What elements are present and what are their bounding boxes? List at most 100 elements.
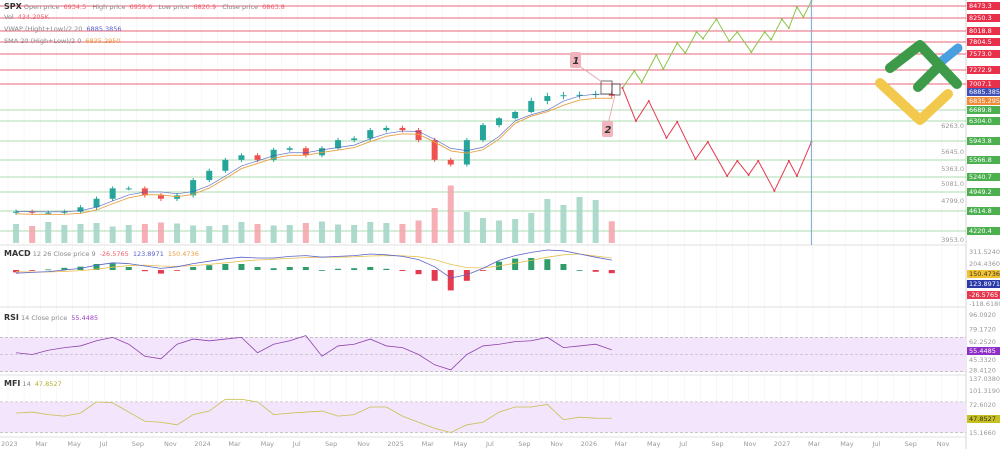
vwap-price-label: 6885.3856	[969, 88, 1000, 96]
x-axis-tick: Sep	[132, 440, 144, 448]
mfi-params: 14	[22, 380, 31, 388]
projection-point	[787, 159, 790, 162]
x-axis-tick: Jul	[678, 440, 687, 448]
mfi-axis-tick: 15.1660	[969, 429, 996, 437]
open-value: 6934.5	[63, 3, 87, 11]
price-axis-tick: 5645.0	[941, 148, 964, 156]
volume-bar	[29, 226, 36, 243]
volume-bar	[496, 220, 503, 243]
annotation-connector	[607, 94, 616, 125]
projection-point	[706, 140, 709, 143]
price-level-label-bg	[967, 156, 1000, 164]
vwap-value: 6885.3856	[86, 25, 122, 33]
projection-point	[736, 30, 739, 33]
mfi-band	[0, 401, 966, 433]
volume-bar	[13, 224, 20, 243]
x-axis-tick: Sep	[905, 440, 917, 448]
projection-point	[684, 52, 687, 55]
volume-bar	[512, 219, 519, 243]
volume-bar	[77, 224, 84, 243]
price-level-label-bg	[967, 106, 1000, 114]
projection-point	[795, 174, 798, 177]
price-level-label-bg	[967, 50, 1000, 58]
x-axis-tick: 2023	[1, 440, 18, 448]
macd-histogram-bar	[431, 270, 438, 281]
mfi-value-label: 47.8527	[969, 415, 996, 423]
macd-hist-value: -26.5765	[99, 250, 129, 258]
candle-body	[206, 170, 213, 181]
macd-histogram-bar	[141, 270, 148, 272]
macd-line	[16, 249, 612, 279]
macd-signal-value: 150.4736	[167, 250, 199, 258]
volume-bar	[528, 213, 535, 243]
candle-body	[254, 155, 261, 160]
macd-axis-tick: -118.6180	[969, 300, 1000, 308]
price-level-label: 6304.0	[969, 117, 992, 125]
rsi-axis-tick: 79.1720	[969, 326, 996, 334]
projection-point	[747, 173, 750, 176]
mfi-line	[16, 398, 612, 433]
vwap-line	[16, 93, 612, 213]
price-level-label-bg	[967, 80, 1000, 88]
mfi-axis-tick: 137.0380	[969, 375, 1000, 383]
price-level-label: 4614.8	[969, 207, 992, 215]
volume-bar	[45, 222, 52, 243]
sma-price-label-bg	[967, 97, 1000, 105]
projection-point	[694, 158, 697, 161]
volume-bar	[335, 224, 342, 243]
macd-value: 123.8971	[132, 250, 164, 258]
high-label: High price	[92, 3, 126, 11]
close-value: 6863.8	[262, 3, 285, 11]
projection-point	[662, 68, 665, 71]
volume-bar	[431, 208, 438, 243]
macd-histogram-bar	[157, 270, 164, 274]
volume-bar	[141, 224, 148, 243]
macd-signal-label: 150.4736	[969, 270, 1000, 278]
rsi-value-label: 55.4485	[969, 347, 996, 355]
macd-histogram-bar	[270, 268, 277, 270]
candle-body	[463, 140, 470, 165]
price-legend: SPX Open price 6934.5 High price 6959.6 Lo…	[4, 2, 289, 11]
x-axis-tick: Nov	[164, 440, 177, 448]
macd-histogram-bar	[383, 268, 390, 270]
macd-histogram-bar	[544, 259, 551, 270]
x-axis-tick: Mar	[35, 440, 48, 448]
macd-histogram-bar	[318, 270, 325, 271]
macd-histogram-bar	[335, 268, 342, 270]
volume-bar	[190, 225, 197, 243]
price-level-label-bg	[967, 27, 1000, 35]
macd-histogram-bar	[560, 264, 567, 270]
x-axis-tick: May	[840, 440, 854, 448]
price-axis-tick: 3953.0	[941, 236, 964, 244]
candle-body	[93, 198, 100, 208]
macd-axis-tick: 204.4360	[969, 260, 1000, 268]
candle-body	[157, 195, 164, 199]
candle-body	[415, 130, 422, 141]
x-axis-tick: Mar	[808, 440, 821, 448]
candle-body	[447, 159, 454, 165]
candle-body	[367, 130, 374, 139]
candle-body	[238, 155, 245, 160]
candle-body	[13, 211, 20, 213]
x-axis-tick: May	[647, 440, 661, 448]
annotation-box-2	[611, 83, 621, 96]
macd-label: MACD	[4, 249, 31, 258]
macd-histogram-bar	[479, 270, 486, 271]
mfi-axis-tick: 72.6020	[969, 401, 996, 409]
projection-point	[802, 15, 805, 18]
candle-body	[302, 148, 309, 156]
bear-projection-path	[622, 87, 812, 193]
candle-body	[560, 95, 567, 97]
x-axis-tick: 2024	[194, 440, 211, 448]
price-level-label: 5943.8	[969, 137, 992, 145]
projection-point	[728, 40, 731, 43]
price-level-label-bg	[967, 227, 1000, 235]
annotation-marker-2	[602, 121, 613, 137]
volume-bar	[576, 197, 583, 243]
macd-params: 12 26 Close price 9	[32, 250, 96, 258]
annotation-marker-1	[570, 52, 581, 68]
volume-bar	[544, 199, 551, 243]
candle-body	[61, 211, 68, 213]
price-level-label-bg	[967, 117, 1000, 125]
